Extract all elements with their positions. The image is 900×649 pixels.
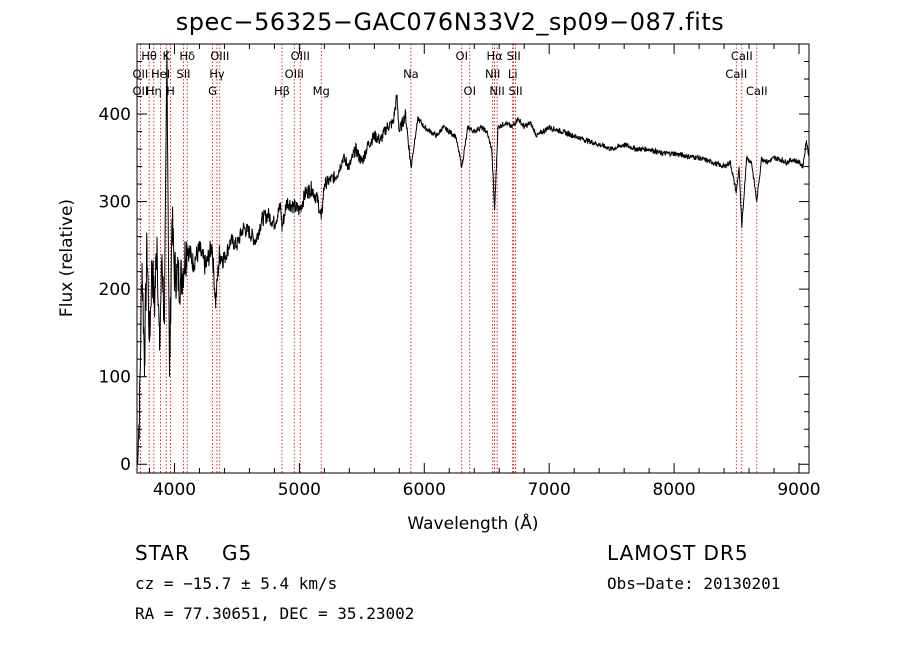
- line-marker-label: CaII: [731, 49, 753, 63]
- axis-tick-labels: 4000 5000 6000 7000 8000 9000 0 100 200 300 400: [99, 105, 821, 500]
- spectral-subclass: G5: [222, 541, 253, 565]
- line-marker-label: OIII: [210, 49, 229, 63]
- line-marker-label: SII: [507, 49, 521, 63]
- line-marker-label: Hη: [146, 84, 162, 98]
- y-tick-label: 0: [120, 455, 131, 475]
- x-tick-label: 7000: [528, 480, 571, 500]
- line-marker-label: Hδ: [179, 49, 195, 63]
- line-marker-label: CaII: [725, 67, 747, 81]
- x-tick-label: 5000: [278, 480, 321, 500]
- chart-title: spec−56325−GAC076N33V2_sp09−087.fits: [175, 8, 725, 36]
- line-marker-label: Hθ: [141, 49, 157, 63]
- spectrum-series: [136, 49, 810, 465]
- x-tick-label: 8000: [652, 480, 695, 500]
- y-axis-label: Flux (relative): [57, 199, 77, 317]
- x-tick-label: 4000: [153, 480, 196, 500]
- line-marker-label: Hα: [486, 49, 503, 63]
- line-marker-label: H: [166, 84, 175, 98]
- spectrum-line: [136, 49, 810, 465]
- line-marker-label: Hβ: [274, 84, 290, 98]
- axis-ticks: [137, 43, 809, 473]
- x-axis-label: Wavelength (Å): [407, 512, 538, 534]
- y-tick-label: 400: [99, 105, 131, 125]
- plot-frame: [136, 43, 810, 474]
- line-marker-label: NII: [485, 67, 500, 81]
- redshift-velocity: cz = −15.7 ± 5.4 km/s: [135, 574, 338, 593]
- line-marker-label: Mg: [313, 84, 330, 98]
- x-tick-label: 9000: [777, 480, 820, 500]
- line-marker-label: OI: [456, 49, 468, 63]
- line-marker-label: OIII: [291, 49, 310, 63]
- y-tick-label: 300: [99, 193, 131, 213]
- spectral-line-markers: [139, 44, 758, 473]
- sky-coordinates: RA = 77.30651, DEC = 35.23002: [135, 604, 415, 623]
- survey-name: LAMOST DR5: [607, 541, 749, 565]
- line-marker-label: CaII: [746, 84, 768, 98]
- line-marker-label: OII: [132, 67, 148, 81]
- line-marker-label: Li: [508, 67, 518, 81]
- line-marker-label: Na: [403, 67, 419, 81]
- line-marker-label: SII: [509, 84, 523, 98]
- observation-date: Obs−Date: 20130201: [607, 574, 781, 593]
- line-marker-label: OI: [464, 84, 476, 98]
- line-marker-label: G: [208, 84, 217, 98]
- line-marker-label: HeI: [151, 67, 170, 81]
- line-marker-label: SII: [176, 67, 190, 81]
- x-tick-label: 6000: [403, 480, 446, 500]
- line-marker-label: OIII: [285, 67, 304, 81]
- y-tick-label: 100: [99, 368, 131, 388]
- y-tick-label: 200: [99, 280, 131, 300]
- line-marker-label: NII: [489, 84, 504, 98]
- line-marker-label: Hγ: [209, 67, 225, 81]
- line-marker-label: OII: [132, 84, 148, 98]
- object-class: STAR: [135, 541, 190, 565]
